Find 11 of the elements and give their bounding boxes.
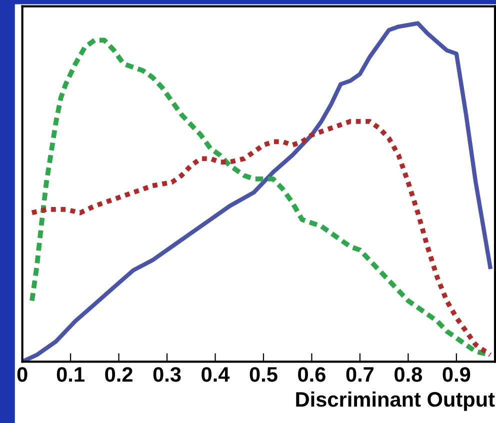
- x-tick-label: 0.3: [153, 367, 181, 382]
- x-tick-label: 0.1: [56, 367, 84, 382]
- x-tick-label: 0: [17, 367, 28, 382]
- x-tick-label: 0.4: [202, 367, 230, 382]
- x-tick-label: 0.2: [105, 367, 132, 382]
- x-tick-label: 0.7: [346, 367, 374, 382]
- x-tick-label: 0.9: [442, 367, 470, 382]
- x-tick-label: 0.8: [394, 367, 422, 382]
- x-tick-label: 0.5: [250, 367, 278, 382]
- x-axis-title: Discriminant Output: [296, 392, 495, 411]
- x-tick-label: 0.6: [298, 367, 326, 382]
